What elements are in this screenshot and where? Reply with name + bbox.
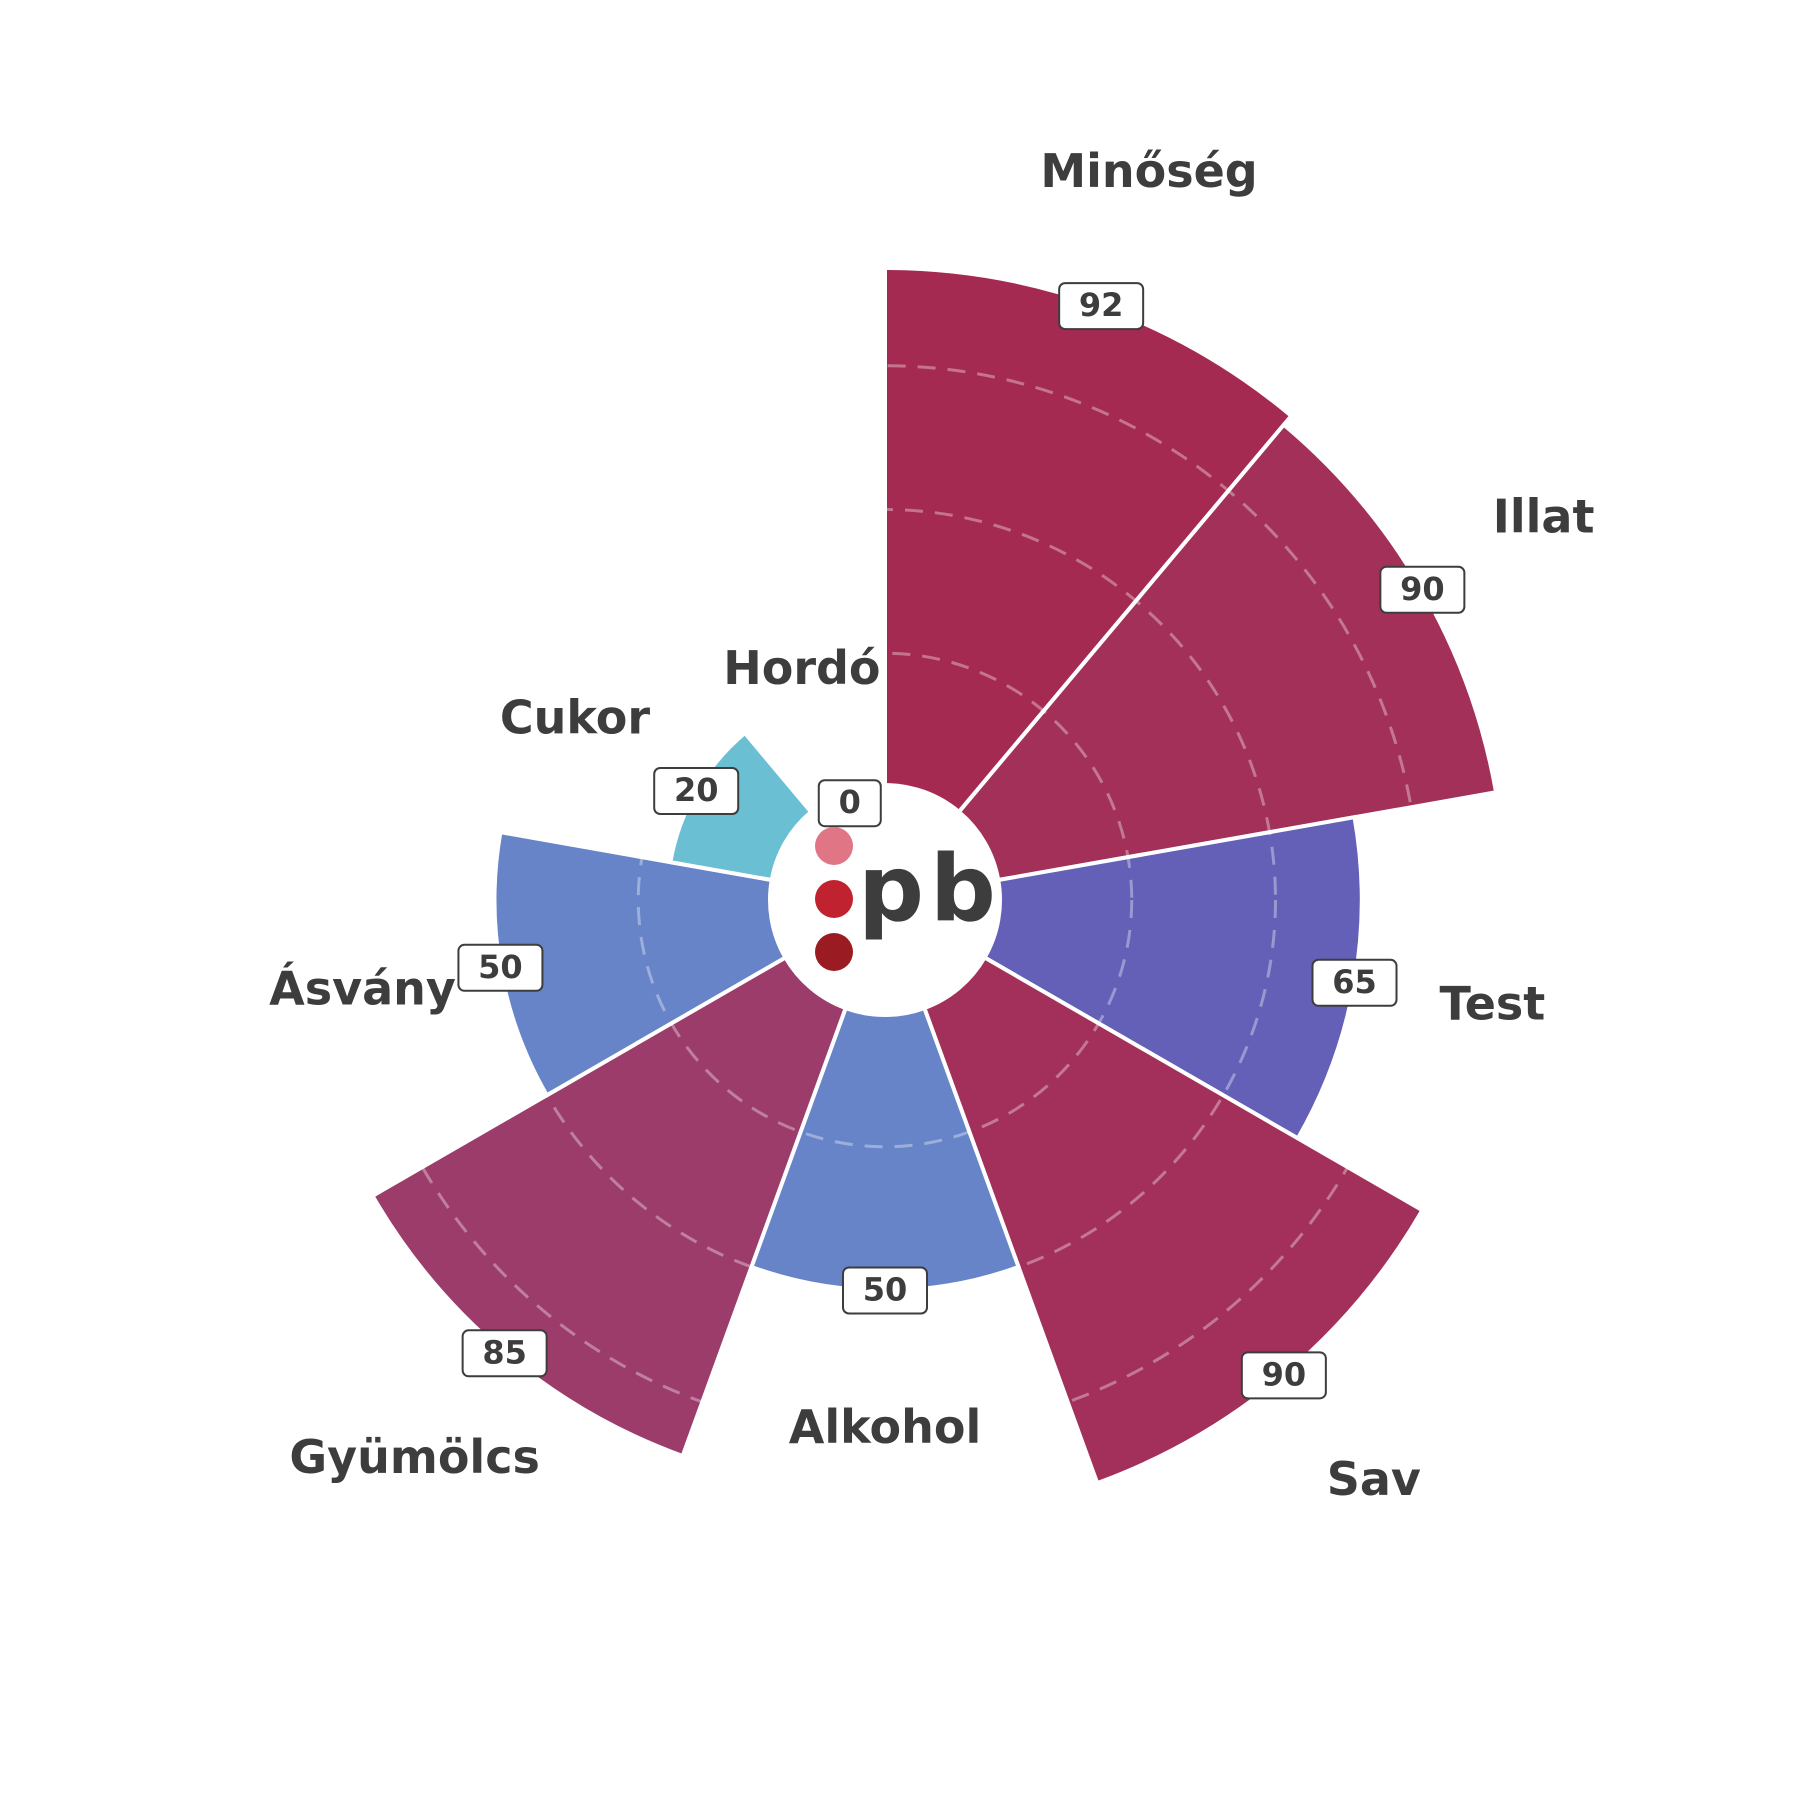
value-label-box xyxy=(653,767,740,815)
category-label: Illat xyxy=(1493,489,1595,543)
value-label-box xyxy=(1311,958,1398,1007)
sector xyxy=(956,421,1499,883)
category-label: Alkohol xyxy=(789,1400,981,1454)
grid-circle xyxy=(349,364,1421,1436)
value-label: 90 xyxy=(1262,1355,1307,1393)
value-label: 92 xyxy=(1079,286,1124,324)
value-label: 20 xyxy=(674,771,719,809)
value-label-box xyxy=(457,943,544,992)
value-label-box xyxy=(1240,1351,1327,1400)
category-label: Test xyxy=(1439,977,1545,1031)
category-label: Sav xyxy=(1327,1452,1421,1506)
category-label: Ásvány xyxy=(269,962,456,1016)
category-label: Gyümölcs xyxy=(289,1430,539,1484)
logo-dot xyxy=(815,827,853,865)
logo-dot xyxy=(815,880,853,918)
value-label-box xyxy=(461,1329,548,1378)
category-label: Minőség xyxy=(1040,144,1257,198)
logo-text: pb xyxy=(858,835,1002,942)
value-label: 0 xyxy=(839,783,861,821)
category-label: Cukor xyxy=(500,691,650,745)
value-label: 85 xyxy=(482,1333,527,1371)
category-label: Hordó xyxy=(723,641,880,695)
value-label: 65 xyxy=(1332,963,1377,1001)
value-label-box xyxy=(817,779,882,828)
value-label-box xyxy=(1379,565,1466,614)
value-label-box xyxy=(842,1266,928,1315)
value-label: 90 xyxy=(1400,570,1445,608)
grid-circle xyxy=(636,651,1134,1149)
value-label: 50 xyxy=(863,1271,908,1309)
value-label: 50 xyxy=(478,948,523,986)
value-label-box xyxy=(1058,282,1145,331)
logo-dot xyxy=(815,933,853,971)
